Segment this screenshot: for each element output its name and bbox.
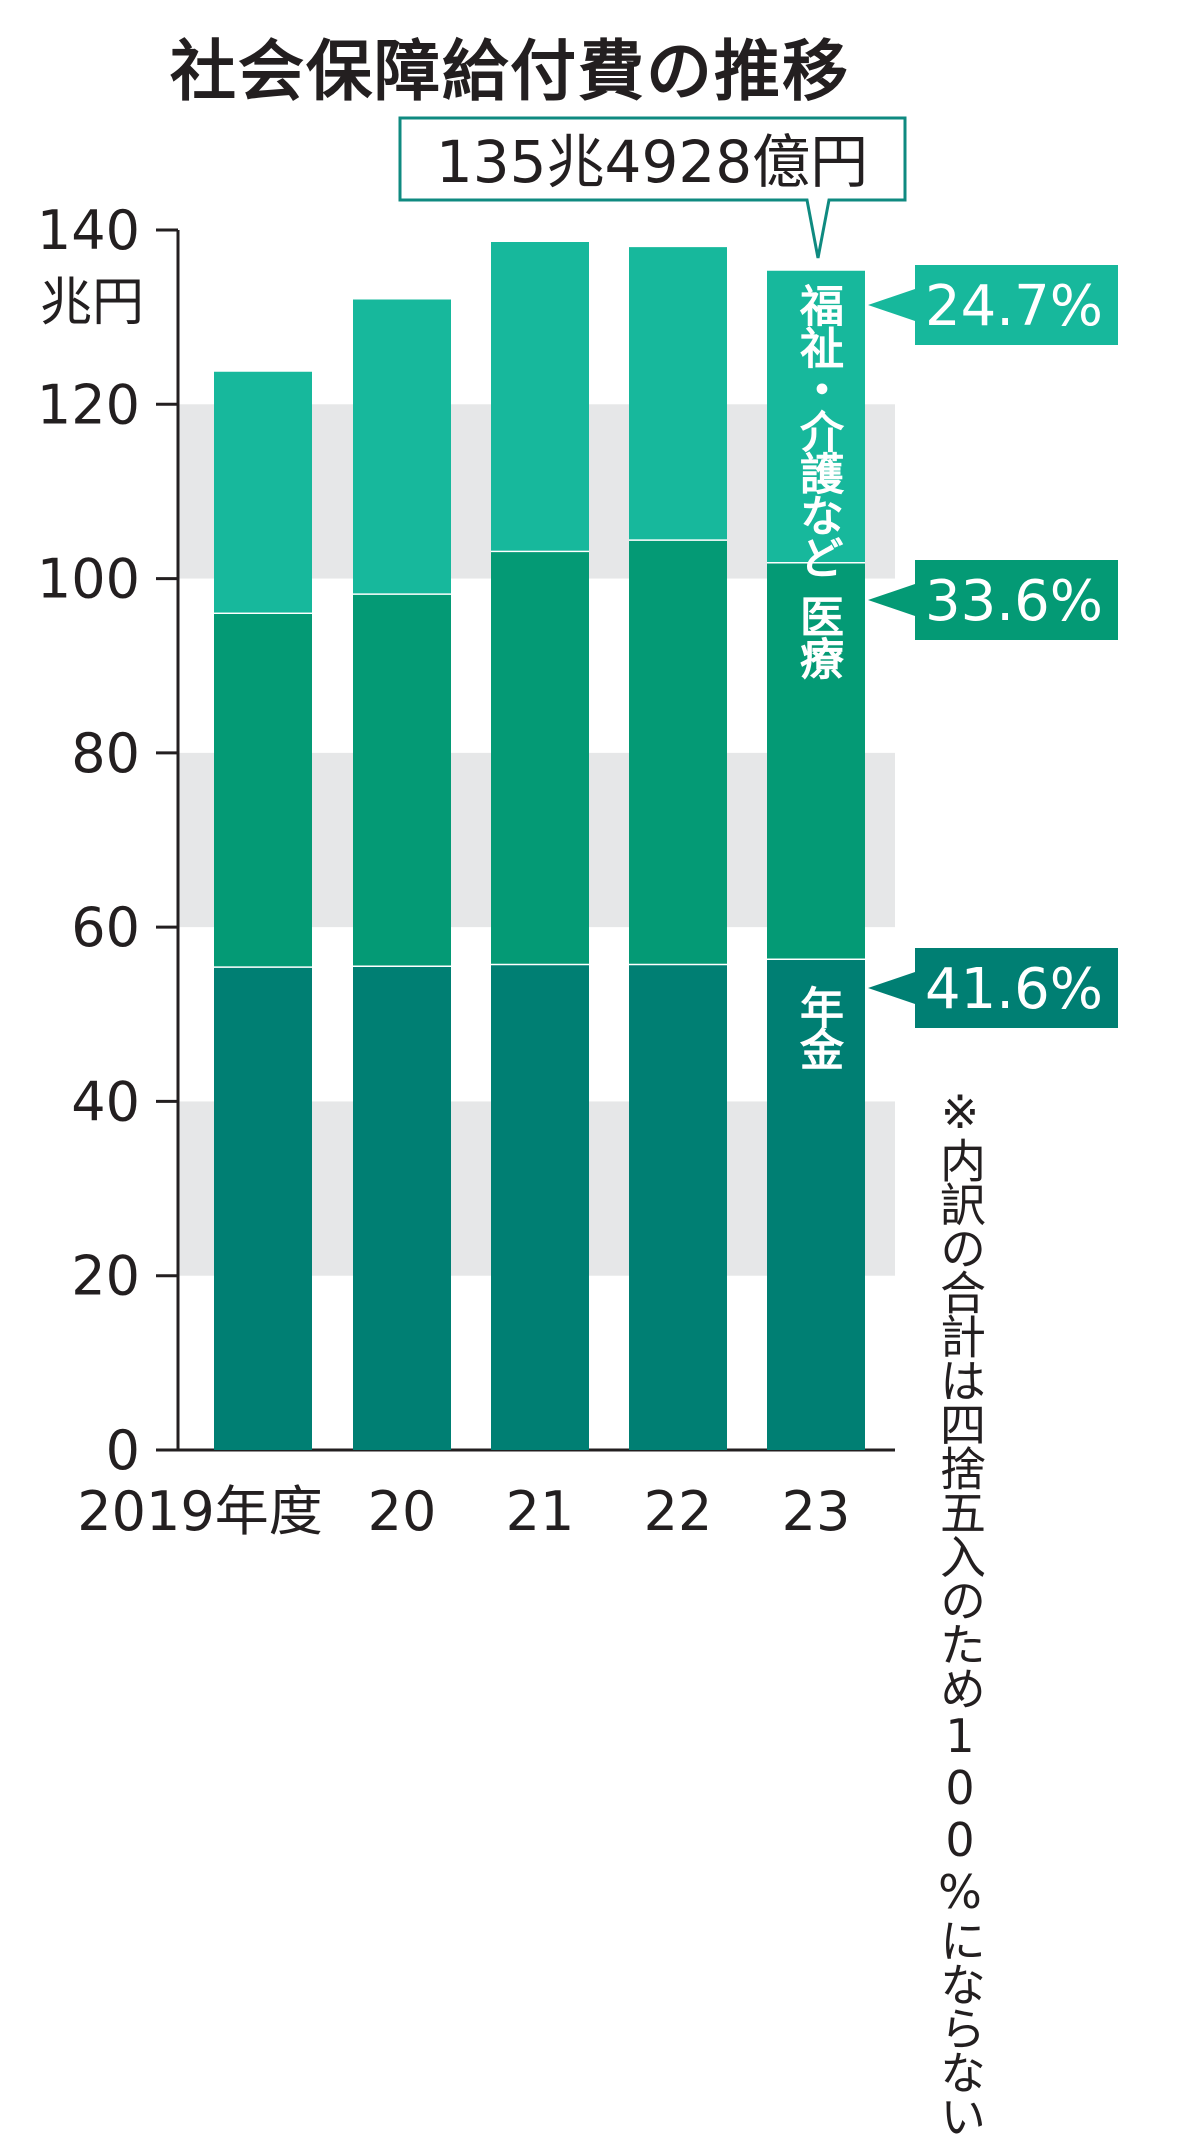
segment-label-pension: 年金: [792, 985, 843, 1069]
x-tick-label: 20: [368, 1480, 437, 1543]
y-tick-label: 20: [71, 1245, 140, 1308]
y-tick-label: 140: [37, 199, 140, 262]
share-tag-label: 41.6%: [925, 957, 1103, 1022]
share-tag: [868, 948, 1118, 1028]
bar-segment: [629, 963, 727, 1450]
y-tick-label: 120: [37, 373, 140, 436]
y-tick-label: 40: [71, 1070, 140, 1133]
bar-segment: [491, 963, 589, 1450]
y-tick-label: 80: [71, 722, 140, 785]
bar-segment: [214, 966, 312, 1450]
stacked-bar-chart: 0 20 40 60 80 100 120 140 兆円 2019年度 20 21 22 23 135兆49…: [37, 116, 1118, 1543]
bar-segment: [214, 612, 312, 967]
share-tag: [868, 265, 1118, 345]
bar-segment: [491, 240, 589, 551]
y-tick-label: 100: [37, 548, 140, 611]
x-tick-label: 22: [644, 1480, 713, 1543]
y-tick-label: 60: [71, 896, 140, 959]
footnote: ※内訳の合計は四捨五入のため100%にならない: [933, 1085, 987, 2137]
total-callout-label: 135兆4928億円: [436, 128, 868, 196]
total-callout-box: [398, 116, 907, 259]
segment-label-medical: 医療: [792, 594, 843, 678]
bar-segment: [629, 539, 727, 964]
x-tick-label: 21: [506, 1480, 575, 1543]
x-tick-label: 2019年度: [77, 1480, 322, 1543]
x-tick-label: 23: [782, 1480, 851, 1543]
bar-segment: [353, 965, 451, 1450]
share-tag-label: 33.6%: [925, 569, 1103, 634]
bar-segment: [353, 297, 451, 594]
bar-segment: [491, 550, 589, 964]
chart-title: 社会保障給付費の推移: [170, 33, 850, 110]
share-tag-label: 24.7%: [925, 274, 1103, 339]
bar-segment: [629, 245, 727, 540]
segment-label-welfare: 福祉・介護など: [792, 283, 843, 577]
bar-segment: [353, 593, 451, 966]
bar-segment: [767, 958, 865, 1450]
y-tick-label: 0: [106, 1419, 140, 1482]
bar-segment: [767, 269, 865, 563]
bar-segment: [767, 562, 865, 959]
bar-segment: [214, 370, 312, 613]
y-unit-label: 兆円: [40, 273, 144, 333]
share-tag: [868, 560, 1118, 640]
